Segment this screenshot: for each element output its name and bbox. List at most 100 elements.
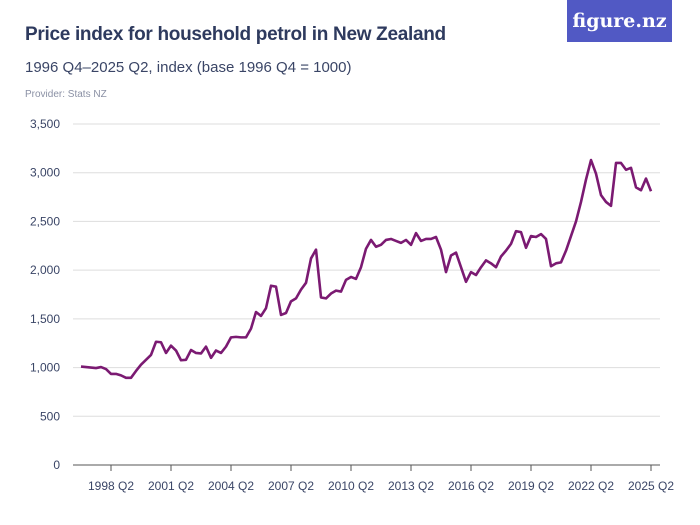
data-point[interactable] (289, 299, 294, 304)
data-point[interactable] (179, 358, 184, 363)
data-point[interactable] (144, 357, 149, 362)
data-point[interactable] (479, 265, 484, 270)
data-point[interactable] (284, 311, 289, 316)
data-point[interactable] (94, 366, 99, 371)
data-point[interactable] (484, 258, 489, 263)
data-point[interactable] (404, 237, 409, 242)
data-point[interactable] (169, 343, 174, 348)
data-point[interactable] (624, 167, 629, 172)
data-point[interactable] (434, 235, 439, 240)
data-point[interactable] (274, 284, 279, 289)
data-point[interactable] (364, 246, 369, 251)
data-point[interactable] (129, 375, 134, 380)
data-point[interactable] (639, 188, 644, 193)
data-point[interactable] (534, 235, 539, 240)
data-point[interactable] (464, 279, 469, 284)
data-point[interactable] (259, 313, 264, 318)
data-point[interactable] (579, 199, 584, 204)
data-point[interactable] (394, 238, 399, 243)
data-point[interactable] (509, 241, 514, 246)
data-point[interactable] (374, 244, 379, 249)
data-point[interactable] (204, 344, 209, 349)
data-point[interactable] (439, 247, 444, 252)
data-point[interactable] (164, 350, 169, 355)
data-point[interactable] (334, 288, 339, 293)
data-point[interactable] (89, 365, 94, 370)
data-point[interactable] (504, 248, 509, 253)
data-point[interactable] (519, 230, 524, 235)
data-point[interactable] (84, 365, 89, 370)
data-point[interactable] (454, 250, 459, 255)
data-point[interactable] (399, 240, 404, 245)
data-point[interactable] (79, 364, 84, 369)
data-point[interactable] (649, 189, 654, 194)
data-point[interactable] (359, 265, 364, 270)
data-point[interactable] (449, 253, 454, 258)
data-point[interactable] (594, 171, 599, 176)
data-point[interactable] (184, 357, 189, 362)
data-point[interactable] (354, 276, 359, 281)
data-point[interactable] (494, 265, 499, 270)
data-point[interactable] (199, 351, 204, 356)
data-point[interactable] (629, 165, 634, 170)
data-point[interactable] (444, 270, 449, 275)
data-point[interactable] (619, 160, 624, 165)
data-point[interactable] (429, 236, 434, 241)
data-point[interactable] (589, 158, 594, 163)
data-point[interactable] (549, 264, 554, 269)
data-point[interactable] (574, 219, 579, 224)
data-point[interactable] (189, 348, 194, 353)
data-point[interactable] (489, 261, 494, 266)
data-point[interactable] (119, 373, 124, 378)
data-point[interactable] (414, 231, 419, 236)
data-point[interactable] (469, 270, 474, 275)
data-point[interactable] (239, 335, 244, 340)
data-point[interactable] (294, 296, 299, 301)
data-point[interactable] (524, 245, 529, 250)
data-point[interactable] (139, 362, 144, 367)
data-point[interactable] (309, 256, 314, 261)
data-point[interactable] (114, 371, 119, 376)
data-point[interactable] (104, 367, 109, 372)
data-point[interactable] (234, 334, 239, 339)
data-point[interactable] (344, 277, 349, 282)
data-point[interactable] (149, 352, 154, 357)
data-point[interactable] (219, 350, 224, 355)
data-point[interactable] (224, 344, 229, 349)
data-point[interactable] (614, 160, 619, 165)
data-point[interactable] (134, 368, 139, 373)
data-point[interactable] (159, 340, 164, 345)
data-point[interactable] (634, 185, 639, 190)
data-point[interactable] (529, 234, 534, 239)
data-point[interactable] (319, 295, 324, 300)
data-point[interactable] (539, 232, 544, 237)
data-point[interactable] (369, 237, 374, 242)
data-point[interactable] (609, 203, 614, 208)
data-point[interactable] (304, 280, 309, 285)
data-point[interactable] (419, 238, 424, 243)
data-point[interactable] (559, 260, 564, 265)
data-point[interactable] (124, 375, 129, 380)
data-point[interactable] (544, 236, 549, 241)
data-point[interactable] (269, 283, 274, 288)
data-point[interactable] (324, 296, 329, 301)
data-point[interactable] (599, 193, 604, 198)
data-point[interactable] (389, 236, 394, 241)
data-point[interactable] (564, 248, 569, 253)
data-point[interactable] (244, 335, 249, 340)
data-point[interactable] (554, 261, 559, 266)
data-point[interactable] (474, 273, 479, 278)
data-point[interactable] (379, 242, 384, 247)
data-point[interactable] (424, 236, 429, 241)
data-point[interactable] (214, 348, 219, 353)
data-point[interactable] (644, 176, 649, 181)
data-point[interactable] (604, 199, 609, 204)
data-point[interactable] (384, 237, 389, 242)
data-point[interactable] (99, 365, 104, 370)
data-point[interactable] (194, 350, 199, 355)
data-point[interactable] (409, 242, 414, 247)
data-point[interactable] (459, 265, 464, 270)
data-point[interactable] (584, 177, 589, 182)
data-point[interactable] (499, 254, 504, 259)
data-point[interactable] (314, 247, 319, 252)
